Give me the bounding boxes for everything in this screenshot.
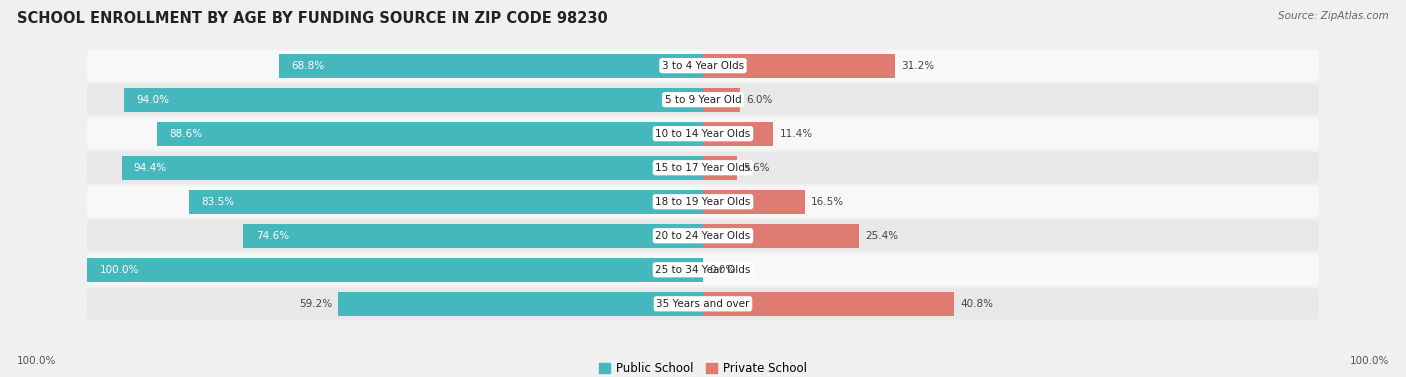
Text: 40.8%: 40.8% <box>960 299 994 309</box>
Text: 35 Years and over: 35 Years and over <box>657 299 749 309</box>
Text: 5.6%: 5.6% <box>744 163 770 173</box>
Bar <box>703 292 955 316</box>
Bar <box>157 122 703 146</box>
Text: 59.2%: 59.2% <box>299 299 332 309</box>
FancyBboxPatch shape <box>87 152 1319 183</box>
Text: 88.6%: 88.6% <box>170 129 202 139</box>
Text: 94.4%: 94.4% <box>134 163 167 173</box>
Text: 74.6%: 74.6% <box>256 231 290 241</box>
Text: 0.0%: 0.0% <box>709 265 735 275</box>
Text: 16.5%: 16.5% <box>811 197 844 207</box>
Text: 3 to 4 Year Olds: 3 to 4 Year Olds <box>662 61 744 70</box>
Text: 18 to 19 Year Olds: 18 to 19 Year Olds <box>655 197 751 207</box>
FancyBboxPatch shape <box>87 288 1319 319</box>
Bar <box>121 156 703 179</box>
Text: 5 to 9 Year Old: 5 to 9 Year Old <box>665 95 741 105</box>
Text: 20 to 24 Year Olds: 20 to 24 Year Olds <box>655 231 751 241</box>
Text: 6.0%: 6.0% <box>747 95 772 105</box>
Text: Source: ZipAtlas.com: Source: ZipAtlas.com <box>1278 11 1389 21</box>
Bar <box>703 54 896 78</box>
Legend: Public School, Private School: Public School, Private School <box>593 357 813 377</box>
Text: 100.0%: 100.0% <box>1350 356 1389 366</box>
Bar <box>188 190 703 214</box>
FancyBboxPatch shape <box>87 118 1319 149</box>
Bar <box>703 122 773 146</box>
FancyBboxPatch shape <box>87 254 1319 285</box>
Text: 100.0%: 100.0% <box>100 265 139 275</box>
Text: 68.8%: 68.8% <box>291 61 325 70</box>
Text: 83.5%: 83.5% <box>201 197 235 207</box>
Text: 11.4%: 11.4% <box>779 129 813 139</box>
Bar <box>703 88 740 112</box>
Text: 15 to 17 Year Olds: 15 to 17 Year Olds <box>655 163 751 173</box>
Bar <box>87 258 703 282</box>
Text: SCHOOL ENROLLMENT BY AGE BY FUNDING SOURCE IN ZIP CODE 98230: SCHOOL ENROLLMENT BY AGE BY FUNDING SOUR… <box>17 11 607 26</box>
Bar <box>703 156 738 179</box>
FancyBboxPatch shape <box>87 50 1319 81</box>
FancyBboxPatch shape <box>87 84 1319 115</box>
FancyBboxPatch shape <box>87 220 1319 251</box>
Bar <box>703 224 859 248</box>
Bar <box>280 54 703 78</box>
FancyBboxPatch shape <box>87 186 1319 218</box>
Bar <box>243 224 703 248</box>
Bar <box>339 292 703 316</box>
Bar <box>703 190 804 214</box>
Text: 25.4%: 25.4% <box>866 231 898 241</box>
Text: 25 to 34 Year Olds: 25 to 34 Year Olds <box>655 265 751 275</box>
Text: 31.2%: 31.2% <box>901 61 935 70</box>
Text: 10 to 14 Year Olds: 10 to 14 Year Olds <box>655 129 751 139</box>
Text: 94.0%: 94.0% <box>136 95 169 105</box>
Text: 100.0%: 100.0% <box>17 356 56 366</box>
Bar <box>124 88 703 112</box>
